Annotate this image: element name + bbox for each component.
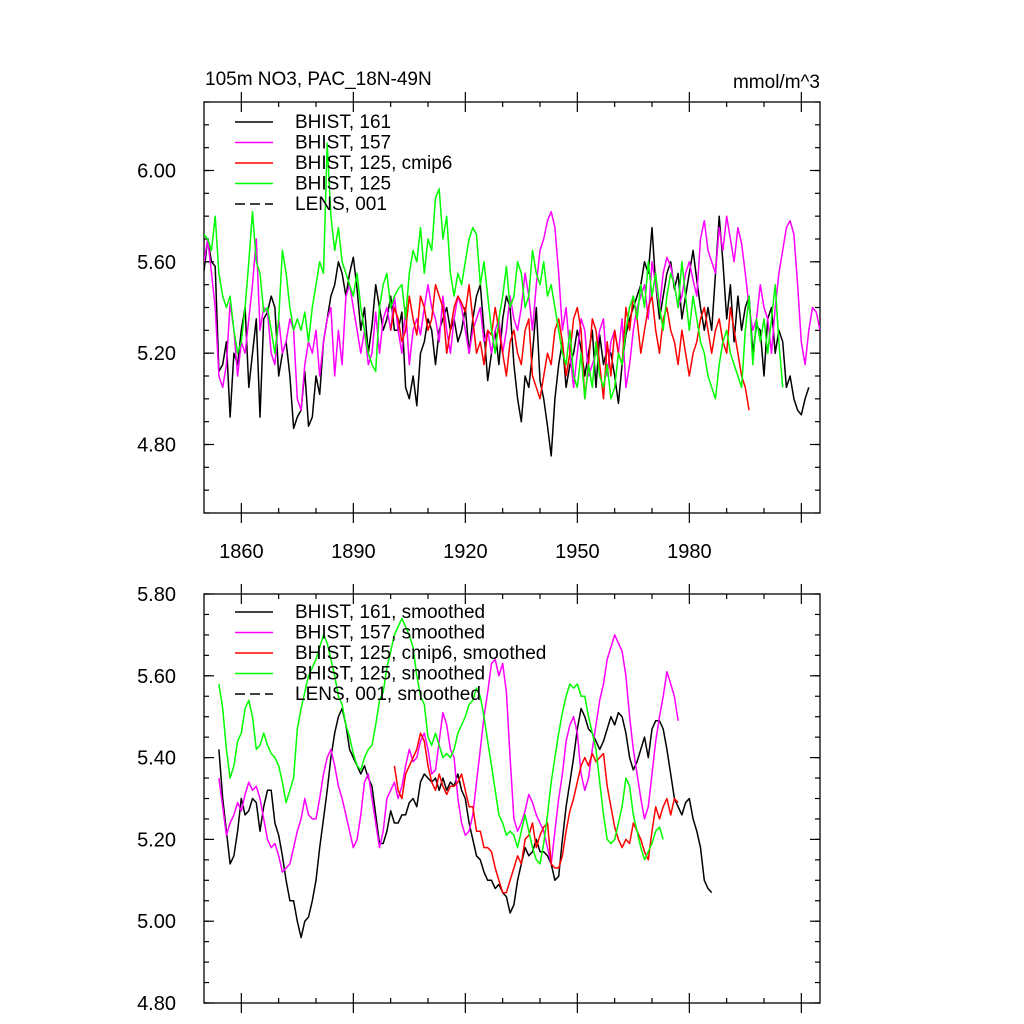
legend-label: BHIST, 161, smoothed (295, 602, 485, 623)
legend-label: LENS, 001 (295, 194, 387, 215)
x-tick-label: 1860 (219, 541, 264, 563)
legend-label: BHIST, 161 (295, 112, 391, 133)
y-tick-label: 5.60 (137, 666, 176, 688)
legend-label: BHIST, 125, cmip6 (295, 153, 452, 174)
legend-label: BHIST, 157, smoothed (295, 623, 485, 644)
chart-title: 105m NO3, PAC_18N-49N (205, 69, 432, 90)
y-tick-label: 4.80 (137, 435, 176, 457)
y-tick-label: 5.60 (137, 252, 176, 274)
x-tick-label: 1920 (443, 541, 488, 563)
y-tick-label: 5.20 (137, 829, 176, 851)
series-line-bhist-125 (204, 142, 784, 400)
y-tick-label: 6.00 (137, 161, 176, 183)
legend-label: LENS, 001, smoothed (295, 684, 481, 705)
x-tick-label: 1890 (331, 541, 376, 563)
y-tick-label: 4.80 (137, 993, 176, 1015)
series-line-bhist-161-smoothed (218, 707, 713, 939)
top-panel: 105m NO3, PAC_18N-49N mmol/m^3 1860 1890 1… (137, 69, 821, 563)
y-tick-label: 5.80 (137, 584, 176, 606)
bottom-plot-area: 4.80 5.00 5.20 5.40 5.60 5.80 BHIST, 161, smoo… (137, 584, 821, 1015)
series-line-bhist-125-smoothed (218, 617, 664, 865)
series-line-bhist-125-cmip6-smoothed (393, 732, 679, 894)
units-label: mmol/m^3 (733, 72, 820, 93)
series-line-bhist-157 (204, 210, 820, 411)
y-tick-label: 5.00 (137, 911, 176, 933)
top-plot-area: 1860 1890 1920 1950 1980 4.80 5.20 5.60 6.00 BHIS… (137, 92, 821, 563)
legend-label: BHIST, 125 (295, 174, 391, 195)
x-tick-label: 1950 (555, 541, 600, 563)
legend-label: BHIST, 125, smoothed (295, 664, 485, 685)
bottom-panel: 4.80 5.00 5.20 5.40 5.60 5.80 BHIST, 161, smoo… (137, 584, 821, 1015)
y-tick-label: 5.20 (137, 343, 176, 365)
series-line-bhist-157-smoothed (218, 634, 679, 873)
series-line-bhist-125-cmip6 (389, 283, 750, 411)
x-tick-label: 1980 (667, 541, 712, 563)
y-tick-label: 5.40 (137, 748, 176, 770)
legend-label: BHIST, 157 (295, 133, 391, 154)
legend-label: BHIST, 125, cmip6, smoothed (295, 643, 546, 664)
